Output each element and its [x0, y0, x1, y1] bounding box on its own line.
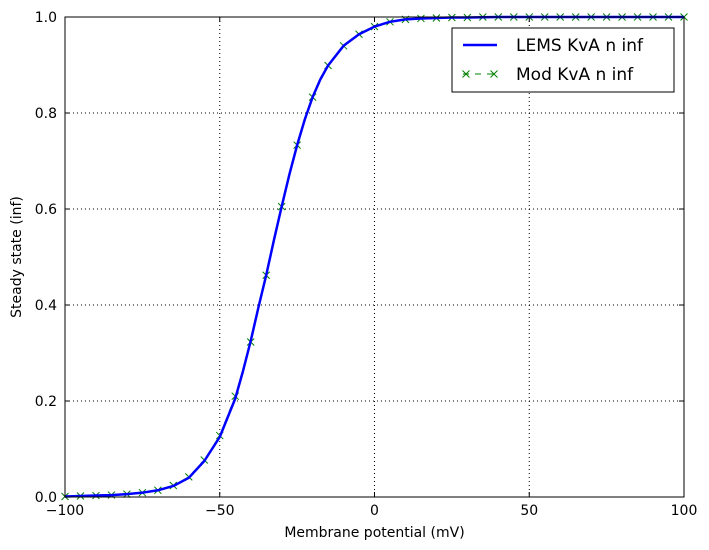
legend-line-mod — [462, 70, 498, 78]
legend-box — [451, 27, 675, 93]
legend-label-mod: Mod KvA n inf — [516, 65, 634, 85]
y-tick-label: 0.4 — [35, 298, 57, 314]
legend-mod-marker — [490, 70, 498, 78]
y-tick-label: 1.0 — [35, 10, 57, 26]
legend: LEMS KvA n inf Mod KvA n inf — [451, 27, 675, 93]
y-tick-label: 0.0 — [35, 490, 57, 506]
x-axis-label: Membrane potential (mV) — [284, 525, 464, 541]
grid — [65, 17, 684, 497]
x-tick-label: 0 — [370, 503, 379, 519]
x-tick-label: −100 — [46, 503, 84, 519]
x-tick-label: −50 — [205, 503, 235, 519]
y-tick-label: 0.6 — [35, 202, 57, 218]
y-tick-label: 0.8 — [35, 106, 57, 122]
ticks: −100 −50 0 50 100 0.0 0.2 0.4 0.6 0.8 1.0 — [35, 10, 698, 519]
y-axis-label: Steady state (inf) — [9, 196, 25, 318]
legend-mod-marker — [462, 70, 470, 78]
legend-label-lems: LEMS KvA n inf — [516, 36, 644, 56]
x-tick-label: 100 — [671, 503, 698, 519]
x-tick-label: 50 — [520, 503, 538, 519]
y-tick-label: 0.2 — [35, 394, 57, 410]
